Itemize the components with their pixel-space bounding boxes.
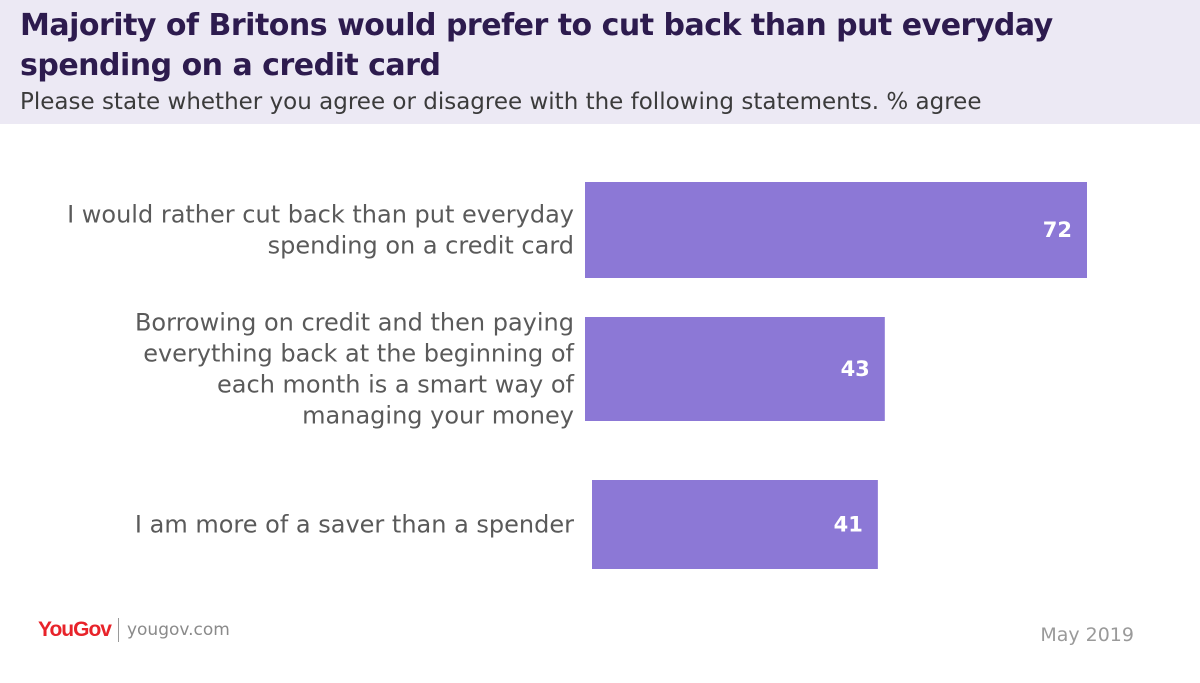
- category-label-2: Borrowing on credit and then paying every…: [135, 309, 575, 430]
- category-label-line: I am more of a saver than a spender: [135, 511, 574, 539]
- header-band: Majority of Britons would prefer to cut …: [0, 0, 1200, 124]
- category-label-line: Borrowing on credit and then paying: [135, 309, 574, 337]
- data-label-3: 41: [834, 513, 863, 537]
- bar-2: [585, 317, 885, 421]
- logo-divider: [117, 618, 119, 642]
- chart-subtitle: Please state whether you agree or disagr…: [20, 89, 982, 115]
- category-label-line: everything back at the beginning of: [143, 340, 574, 368]
- bar-3: [592, 480, 878, 569]
- category-label-1: I would rather cut back than put everyda…: [67, 201, 574, 260]
- yougov-logo: YouGov yougov.com: [38, 618, 230, 642]
- category-label-line: managing your money: [302, 402, 574, 430]
- data-label-1: 72: [1043, 218, 1072, 242]
- category-label-line: each month is a smart way of: [217, 371, 575, 399]
- chart-title: Majority of Britons would prefer to cut …: [20, 8, 1053, 83]
- category-label-line: spending on a credit card: [268, 232, 574, 260]
- survey-date: May 2019: [1040, 624, 1134, 646]
- yougov-logo-mark: YouGov: [38, 618, 112, 641]
- category-label-3: I am more of a saver than a spender: [135, 511, 574, 539]
- source-url: yougov.com: [126, 620, 230, 640]
- data-label-2: 43: [841, 357, 870, 381]
- category-label-line: I would rather cut back than put everyda…: [67, 201, 574, 229]
- bar-1: [585, 182, 1087, 278]
